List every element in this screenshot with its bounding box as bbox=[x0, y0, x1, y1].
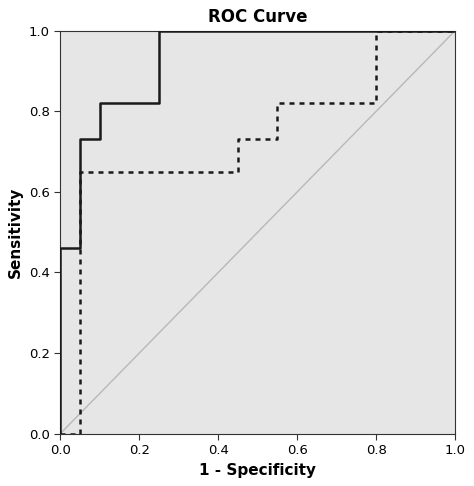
Y-axis label: Sensitivity: Sensitivity bbox=[9, 187, 23, 278]
X-axis label: 1 - Specificity: 1 - Specificity bbox=[199, 463, 316, 478]
Title: ROC Curve: ROC Curve bbox=[208, 8, 308, 26]
